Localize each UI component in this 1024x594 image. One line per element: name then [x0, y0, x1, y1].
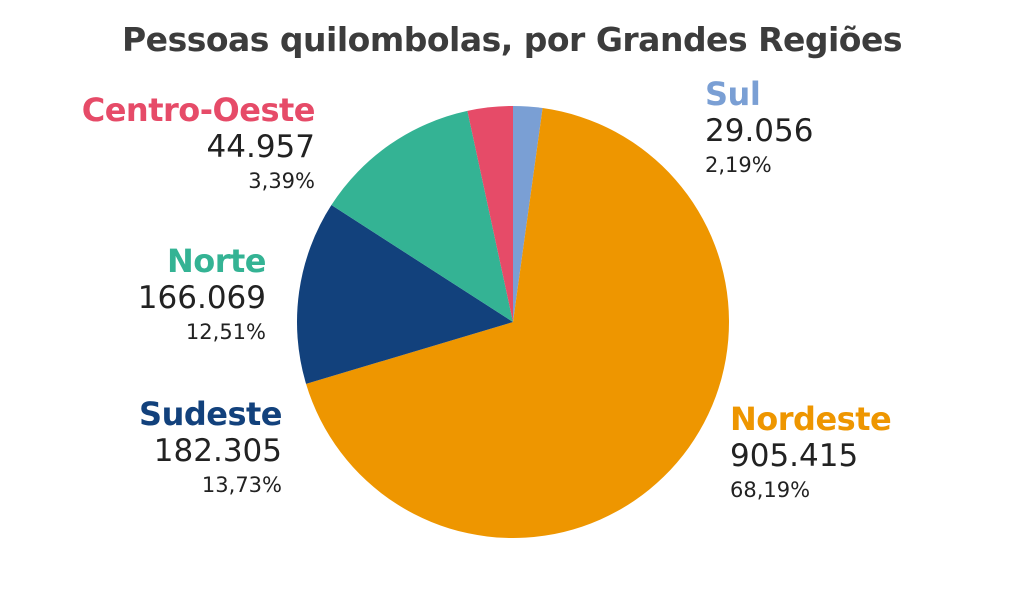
sudeste-value: 182.305 [153, 433, 282, 469]
label-sul: Sul 29.056 2,19% [705, 78, 813, 176]
pie-slice-sul [513, 106, 543, 322]
sul-name: Sul [705, 75, 761, 113]
norte-name: Norte [166, 242, 267, 280]
label-nordeste: Nordeste 905.415 68,19% [730, 400, 892, 502]
norte-percent: 12,51% [185, 320, 266, 344]
centro-oeste-percent: 3,39% [248, 169, 315, 193]
centro-oeste-value: 44.957 [206, 129, 315, 165]
pie-slice-sudeste [297, 205, 513, 384]
label-norte: Norte 166.069 12,51% [137, 242, 267, 344]
pie-slice-norte [331, 110, 513, 323]
label-centro-oeste: Centro-Oeste 44.957 3,39% [81, 91, 316, 193]
nordeste-value: 905.415 [730, 438, 859, 474]
nordeste-name: Nordeste [730, 400, 892, 438]
centro-oeste-name: Centro-Oeste [81, 91, 316, 129]
sudeste-percent: 13,73% [201, 473, 282, 497]
chart-title: Pessoas quilombolas, por Grandes Regiões [122, 20, 903, 59]
sul-percent: 2,19% [705, 153, 772, 177]
pie-slice-nordeste [306, 108, 730, 539]
norte-value: 166.069 [137, 280, 266, 316]
pie-slice-centro-oeste [467, 106, 513, 322]
nordeste-percent: 68,19% [730, 478, 811, 502]
label-sudeste: Sudeste 182.305 13,73% [139, 398, 282, 496]
sul-value: 29.056 [705, 113, 814, 149]
sudeste-name: Sudeste [139, 395, 282, 433]
